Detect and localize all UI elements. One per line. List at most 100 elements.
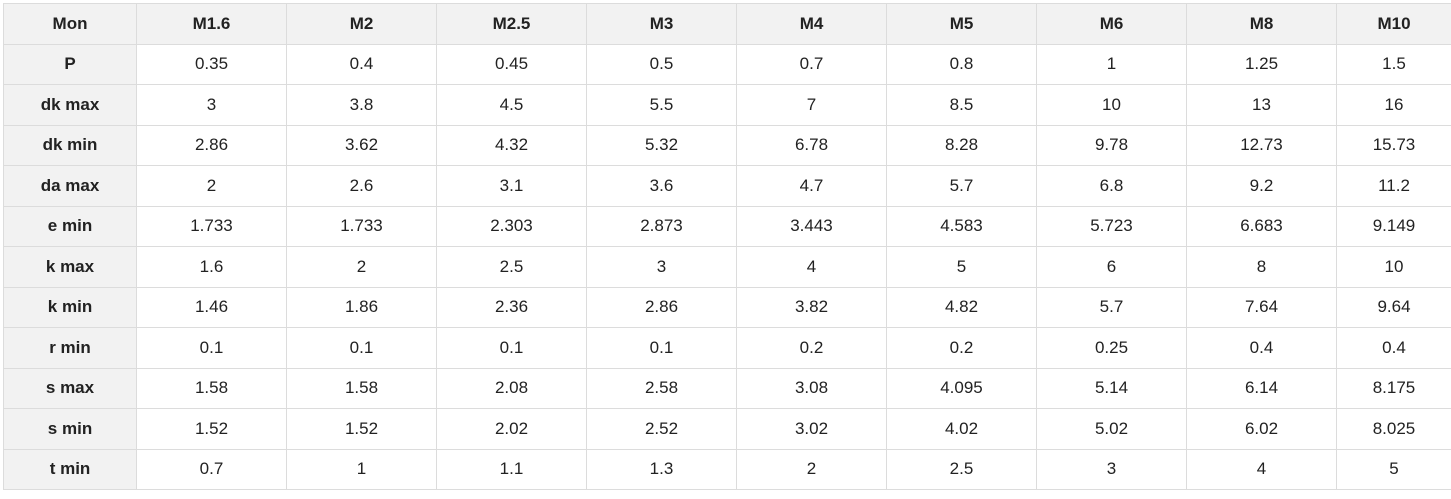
cell: 0.2 <box>736 327 887 369</box>
table-row: P 0.35 0.4 0.45 0.5 0.7 0.8 1 1.25 1.5 <box>3 43 1451 85</box>
cell: 7.64 <box>1186 286 1337 328</box>
cell: 6.8 <box>1036 165 1187 207</box>
cell: 8.5 <box>886 84 1037 126</box>
cell: 4.82 <box>886 286 1037 328</box>
cell: 5 <box>1336 448 1451 490</box>
cell: 2.303 <box>436 205 587 247</box>
row-label: s max <box>3 367 137 409</box>
header-cell: M2 <box>286 3 437 45</box>
cell: 1.733 <box>286 205 437 247</box>
cell: 12.73 <box>1186 124 1337 166</box>
cell: 2.873 <box>586 205 737 247</box>
cell: 8 <box>1186 246 1337 288</box>
cell: 10 <box>1336 246 1451 288</box>
cell: 0.1 <box>286 327 437 369</box>
cell: 1.733 <box>136 205 287 247</box>
header-cell: M5 <box>886 3 1037 45</box>
cell: 4.5 <box>436 84 587 126</box>
cell: 3.62 <box>286 124 437 166</box>
cell: 5.14 <box>1036 367 1187 409</box>
header-cell: M2.5 <box>436 3 587 45</box>
cell: 3.6 <box>586 165 737 207</box>
cell: 5.7 <box>1036 286 1187 328</box>
cell: 2 <box>736 448 887 490</box>
cell: 3.8 <box>286 84 437 126</box>
cell: 1.3 <box>586 448 737 490</box>
cell: 1.6 <box>136 246 287 288</box>
table-row: dk min 2.86 3.62 4.32 5.32 6.78 8.28 9.78 12.73 1… <box>3 124 1451 166</box>
cell: 0.25 <box>1036 327 1187 369</box>
table-row: r min 0.1 0.1 0.1 0.1 0.2 0.2 0.25 0.4 0.4 <box>3 327 1451 369</box>
row-label: r min <box>3 327 137 369</box>
cell: 11.2 <box>1336 165 1451 207</box>
cell: 0.4 <box>1336 327 1451 369</box>
row-label: k max <box>3 246 137 288</box>
header-cell: M1.6 <box>136 3 287 45</box>
table-row: dk max 3 3.8 4.5 5.5 7 8.5 10 13 16 <box>3 84 1451 126</box>
cell: 2 <box>136 165 287 207</box>
cell: 13 <box>1186 84 1337 126</box>
cell: 3 <box>586 246 737 288</box>
cell: 5 <box>886 246 1037 288</box>
table-row: s min 1.52 1.52 2.02 2.52 3.02 4.02 5.02 6.02 8.0… <box>3 408 1451 450</box>
header-cell: M8 <box>1186 3 1337 45</box>
row-label: dk min <box>3 124 137 166</box>
header-cell: M6 <box>1036 3 1187 45</box>
cell: 0.1 <box>586 327 737 369</box>
cell: 4.02 <box>886 408 1037 450</box>
cell: 6.14 <box>1186 367 1337 409</box>
header-cell: M3 <box>586 3 737 45</box>
cell: 4 <box>736 246 887 288</box>
row-label: e min <box>3 205 137 247</box>
cell: 6.02 <box>1186 408 1337 450</box>
header-cell: M10 <box>1336 3 1451 45</box>
cell: 3.08 <box>736 367 887 409</box>
cell: 3.02 <box>736 408 887 450</box>
cell: 2.86 <box>586 286 737 328</box>
cell: 9.78 <box>1036 124 1187 166</box>
cell: 1.46 <box>136 286 287 328</box>
cell: 0.35 <box>136 43 287 85</box>
cell: 4.095 <box>886 367 1037 409</box>
cell: 1.1 <box>436 448 587 490</box>
table-row: t min 0.7 1 1.1 1.3 2 2.5 3 4 5 <box>3 448 1451 490</box>
cell: 9.149 <box>1336 205 1451 247</box>
cell: 2.5 <box>886 448 1037 490</box>
row-label: P <box>3 43 137 85</box>
spec-table: Mon M1.6 M2 M2.5 M3 M4 M5 M6 M8 M10 P 0.35 0.4 0.45 0… <box>3 3 1451 490</box>
cell: 0.5 <box>586 43 737 85</box>
cell: 7 <box>736 84 887 126</box>
cell: 8.28 <box>886 124 1037 166</box>
header-row: Mon M1.6 M2 M2.5 M3 M4 M5 M6 M8 M10 <box>3 3 1451 45</box>
cell: 1.58 <box>136 367 287 409</box>
cell: 1.5 <box>1336 43 1451 85</box>
cell: 0.1 <box>436 327 587 369</box>
cell: 2.08 <box>436 367 587 409</box>
cell: 5.32 <box>586 124 737 166</box>
cell: 1.86 <box>286 286 437 328</box>
cell: 4.583 <box>886 205 1037 247</box>
cell: 1 <box>1036 43 1187 85</box>
cell: 0.1 <box>136 327 287 369</box>
cell: 0.45 <box>436 43 587 85</box>
cell: 2.02 <box>436 408 587 450</box>
cell: 0.4 <box>1186 327 1337 369</box>
cell: 3.82 <box>736 286 887 328</box>
cell: 1.58 <box>286 367 437 409</box>
header-cell: Mon <box>3 3 137 45</box>
table-row: k max 1.6 2 2.5 3 4 5 6 8 10 <box>3 246 1451 288</box>
cell: 6 <box>1036 246 1187 288</box>
row-label: t min <box>3 448 137 490</box>
cell: 4.32 <box>436 124 587 166</box>
row-label: dk max <box>3 84 137 126</box>
cell: 2.86 <box>136 124 287 166</box>
header-cell: M4 <box>736 3 887 45</box>
cell: 2.58 <box>586 367 737 409</box>
cell: 2.52 <box>586 408 737 450</box>
cell: 9.2 <box>1186 165 1337 207</box>
cell: 8.175 <box>1336 367 1451 409</box>
cell: 3 <box>1036 448 1187 490</box>
cell: 0.7 <box>736 43 887 85</box>
cell: 2.6 <box>286 165 437 207</box>
